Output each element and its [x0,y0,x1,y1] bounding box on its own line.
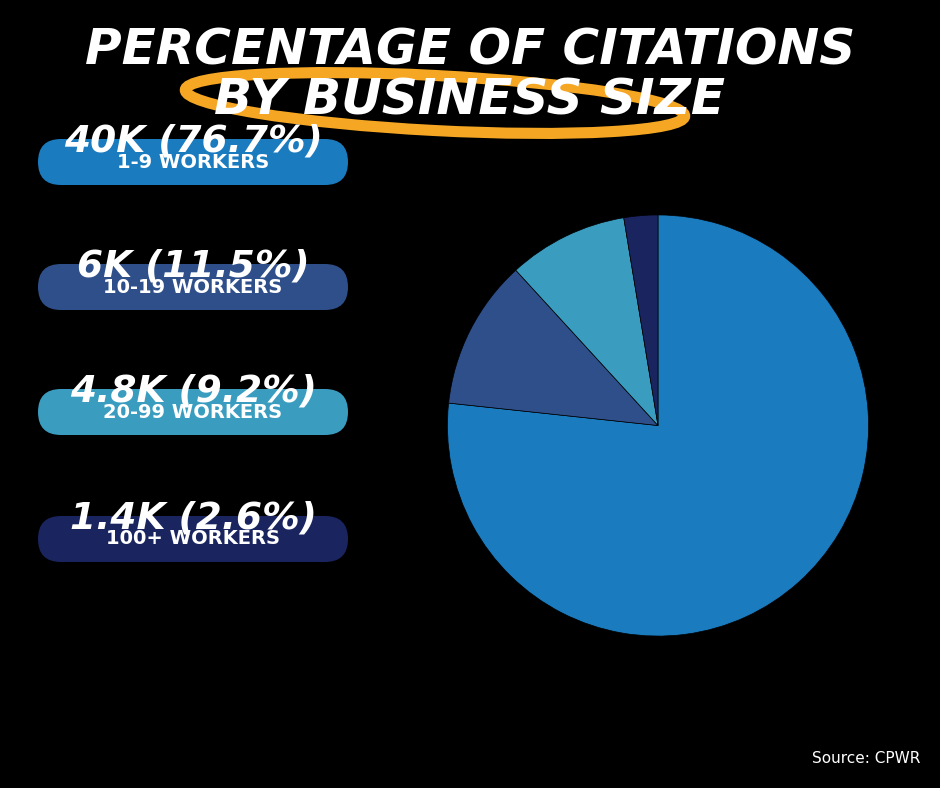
Text: PERCENTAGE OF CITATIONS: PERCENTAGE OF CITATIONS [85,26,855,74]
Text: 4.8K (9.2%): 4.8K (9.2%) [70,373,317,409]
Wedge shape [448,270,658,426]
Text: BY BUSINESS SIZE: BY BUSINESS SIZE [214,76,726,124]
Text: 1.4K (2.6%): 1.4K (2.6%) [70,500,317,536]
FancyBboxPatch shape [38,516,348,562]
Wedge shape [624,215,658,426]
Text: Source: CPWR: Source: CPWR [811,751,920,766]
FancyBboxPatch shape [38,264,348,310]
Text: 100+ WORKERS: 100+ WORKERS [106,530,280,548]
FancyBboxPatch shape [38,139,348,185]
Text: 10-19 WORKERS: 10-19 WORKERS [103,277,283,296]
Text: 40K (76.7%): 40K (76.7%) [64,123,322,159]
Text: 1-9 WORKERS: 1-9 WORKERS [117,153,269,172]
Wedge shape [447,215,869,636]
Text: 20-99 WORKERS: 20-99 WORKERS [103,403,283,422]
Wedge shape [516,217,658,426]
FancyBboxPatch shape [38,389,348,435]
Text: 6K (11.5%): 6K (11.5%) [77,248,309,284]
